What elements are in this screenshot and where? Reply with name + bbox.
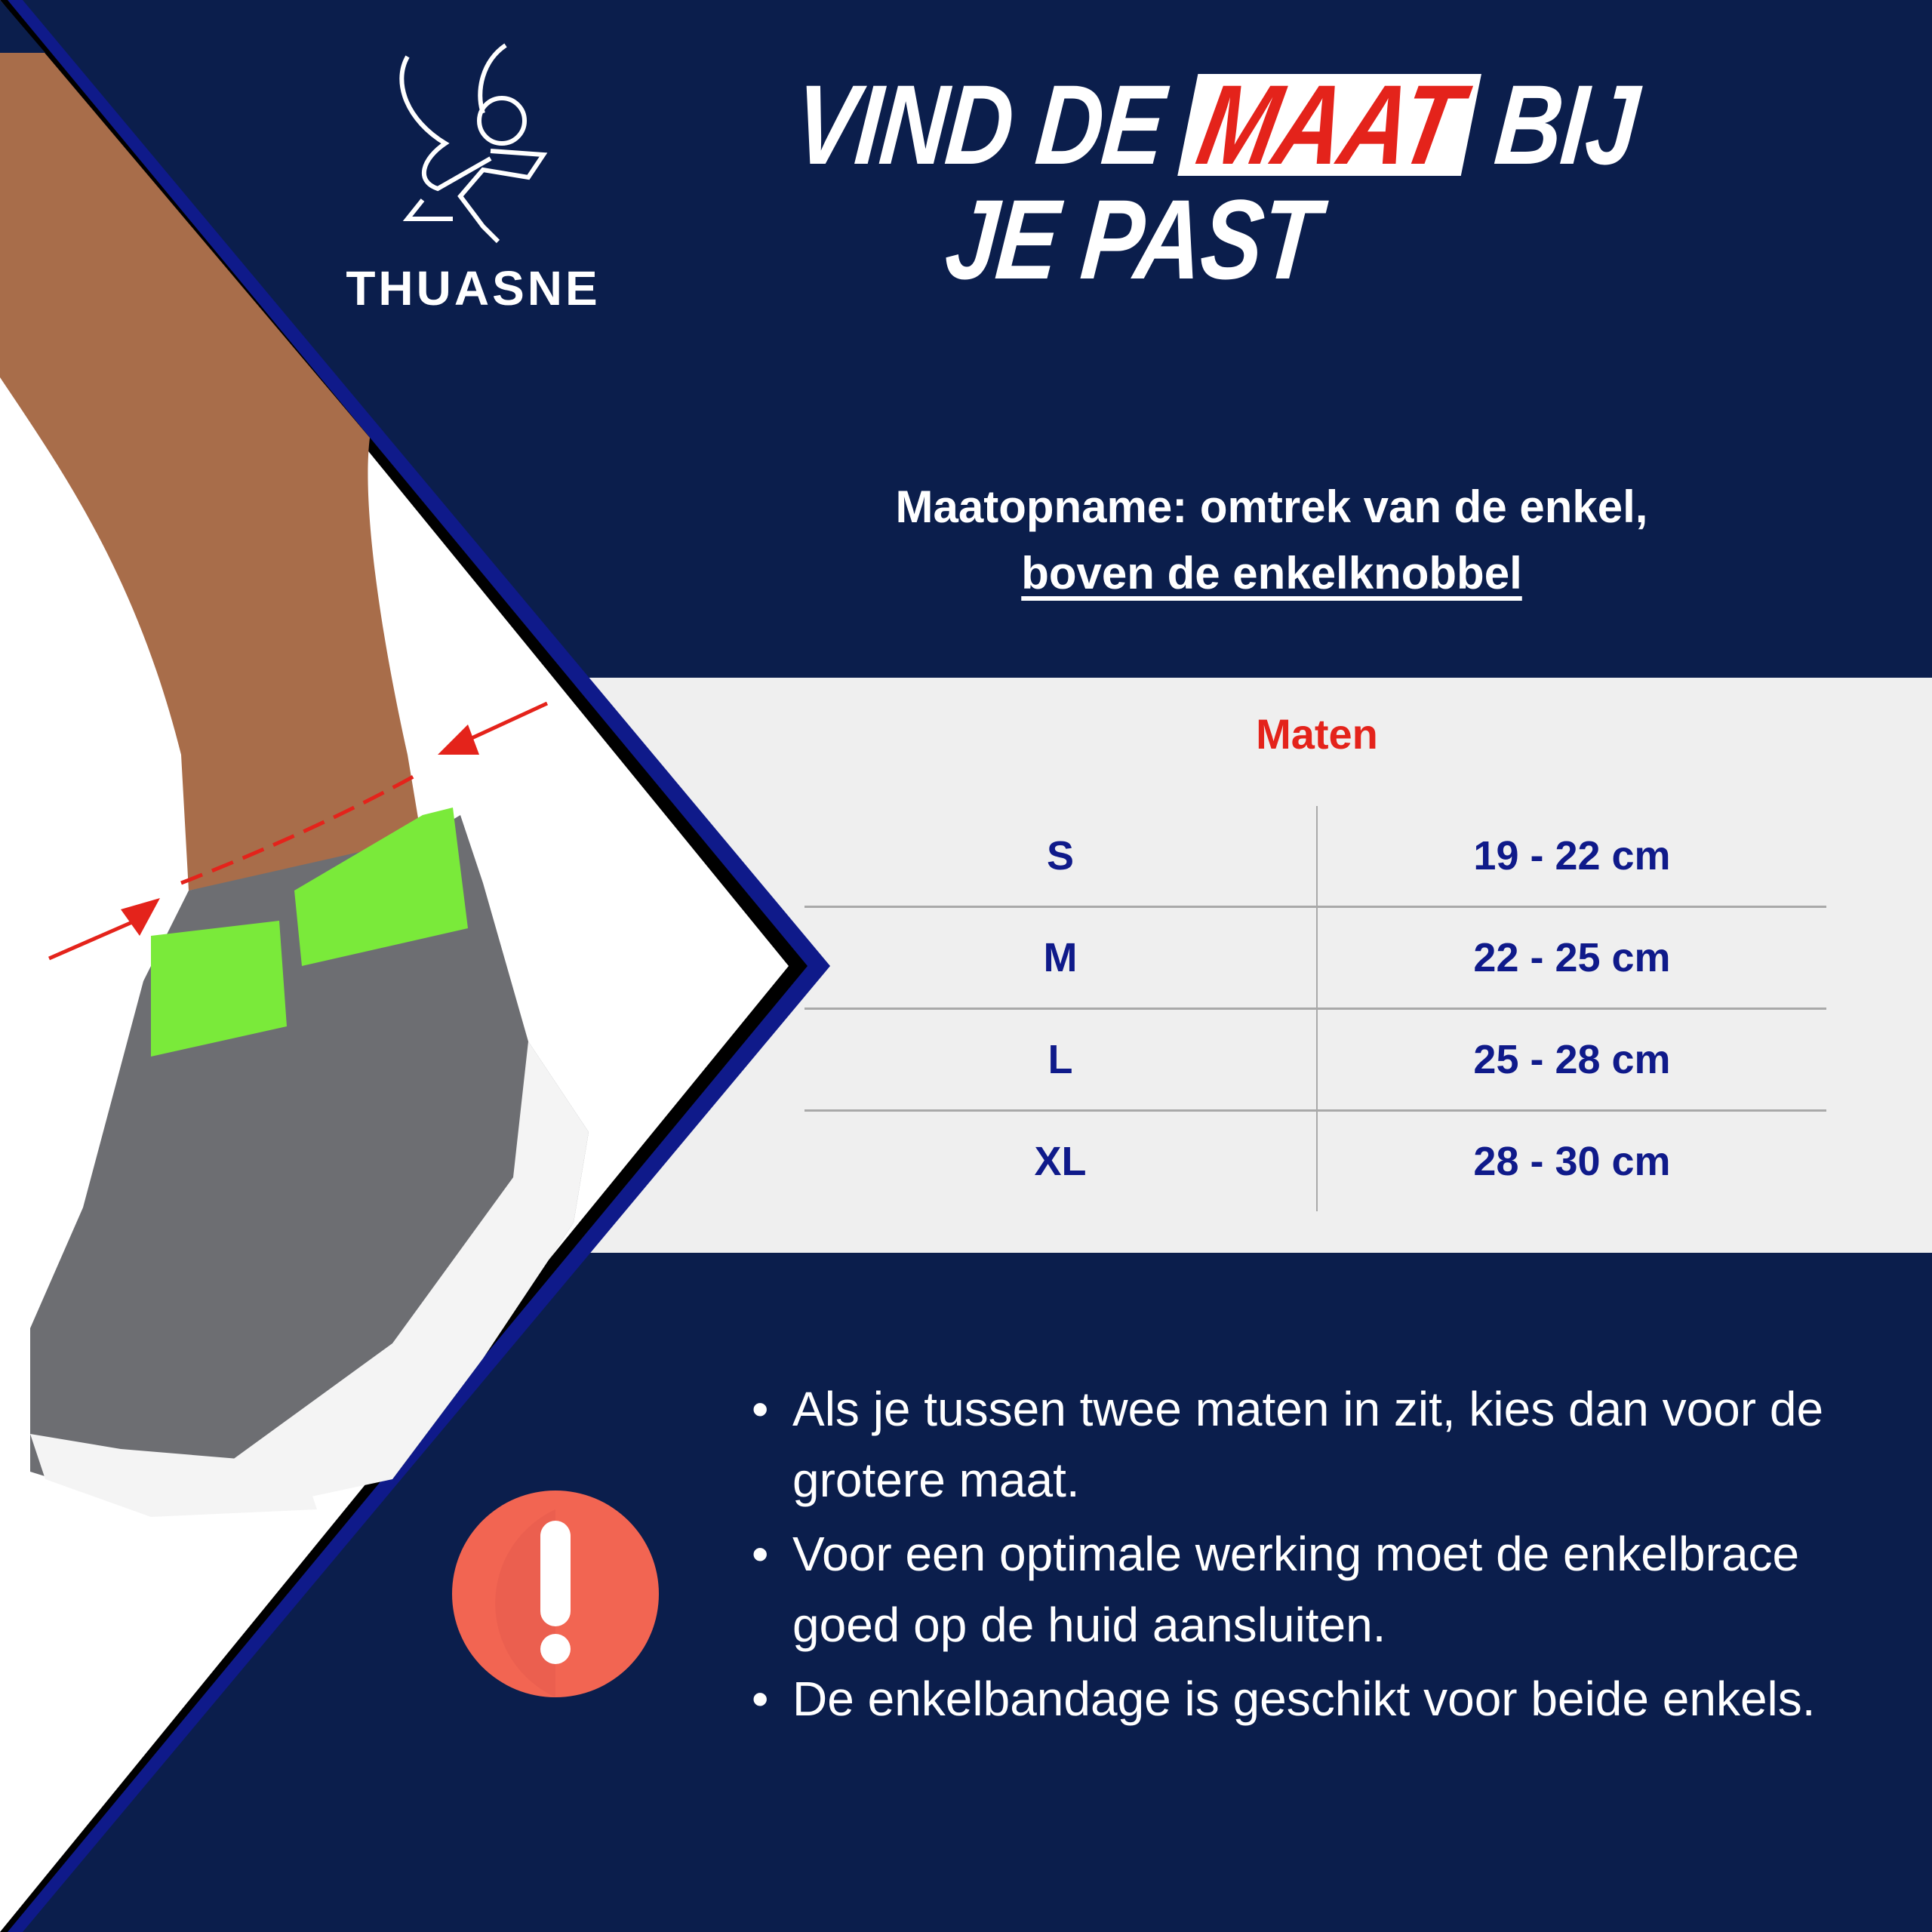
table-row: M 22 - 25 cm [804,906,1826,1009]
note-text: Voor een optimale werking moet de enkelb… [792,1527,1800,1652]
table-row: S 19 - 22 cm [804,806,1826,907]
list-item: • De enkelbandage is geschikt voor beide … [747,1663,1864,1734]
title-line2: JE PAST [940,176,1324,303]
subtitle-line1: Maatopname: omtrek van de enkel, [895,481,1648,532]
title-part1: VIND DE [789,61,1169,188]
range-cell: 19 - 22 cm [1473,833,1671,878]
measurement-instruction: Maatopname: omtrek van de enkel, boven d… [770,474,1774,607]
table-row: XL 28 - 30 cm [804,1109,1826,1211]
logo-graphic [399,43,548,244]
bullet-icon: • [752,1382,769,1436]
size-cell: L [804,1008,1318,1111]
arrow-right-head [438,724,479,755]
arrow-left-head [121,898,160,936]
measurement-indicator [48,701,549,961]
range-cell: 25 - 28 cm [1317,1008,1826,1111]
table-row: L 25 - 28 cm [804,1008,1826,1111]
size-table-title: Maten [1256,710,1378,758]
brand-logo-text: THUASNE [346,261,601,315]
note-text: Als je tussen twee maten in zit, kies da… [792,1382,1824,1507]
range-cell: 22 - 25 cm [1317,906,1826,1009]
notes-list: • Als je tussen twee maten in zit, kies d… [747,1374,1864,1737]
title-highlight: MAAT [1177,61,1482,188]
size-table: S 19 - 22 cm M 22 - 25 cm L 25 - 28 cm XL 28… [804,806,1826,1211]
page-title: VIND DE MAAT BIJ JE PAST [781,61,1852,303]
size-cell: S [804,806,1318,907]
subtitle-line2: boven de enkelknobbel [1021,548,1522,598]
leg-photo [0,0,589,1517]
bullet-icon: • [752,1672,769,1726]
exclamation-icon [452,1491,659,1697]
list-item: • Als je tussen twee maten in zit, kies d… [747,1374,1864,1515]
list-item: • Voor een optimale werking moet de enkel… [747,1518,1864,1660]
range-cell: 28 - 30 cm [1317,1109,1826,1211]
note-text: De enkelbandage is geschikt voor beide e… [792,1672,1816,1726]
title-part2: BIJ [1490,61,1642,188]
size-cell: M [804,906,1318,1009]
bullet-icon: • [752,1527,769,1581]
size-cell: XL [804,1109,1318,1211]
